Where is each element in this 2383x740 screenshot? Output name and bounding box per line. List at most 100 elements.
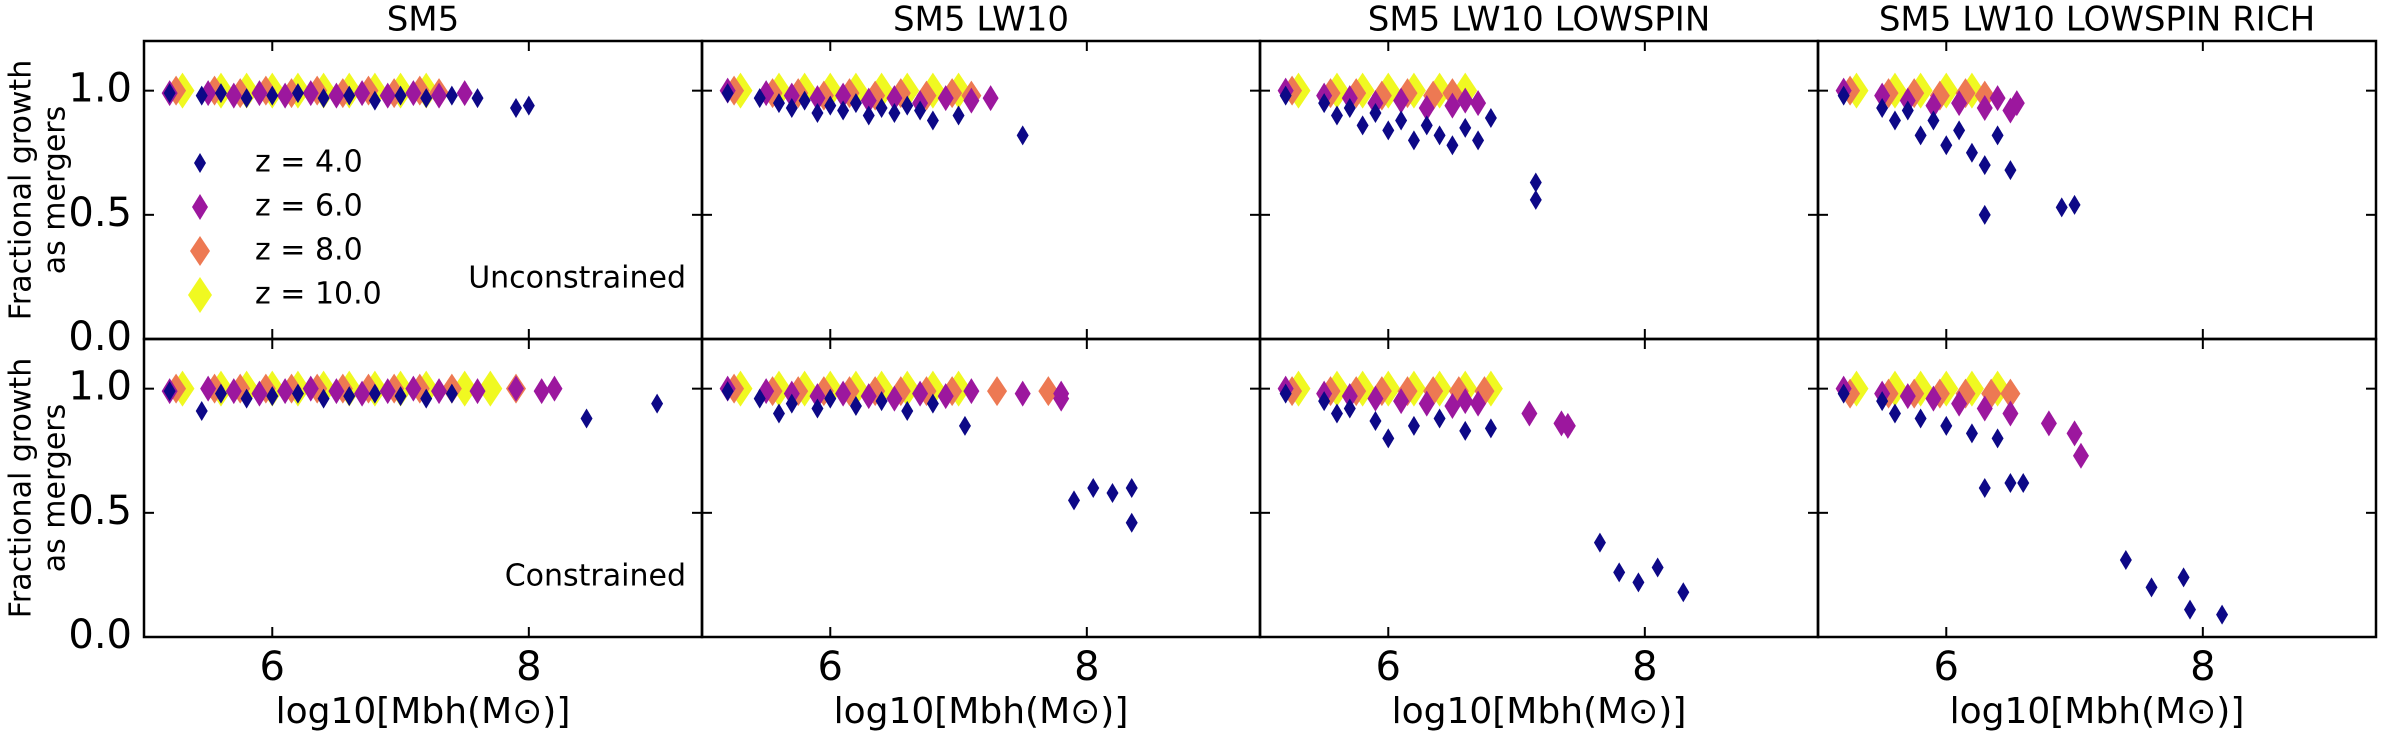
scatter-point <box>783 82 800 109</box>
scatter-point <box>379 82 396 109</box>
scatter-point <box>1484 107 1497 128</box>
scatter-point <box>266 85 279 106</box>
scatter-point <box>1677 582 1690 603</box>
legend-label: z = 8.0 <box>255 233 363 268</box>
scatter-point <box>963 87 980 114</box>
scatter-point <box>824 388 837 409</box>
legend-marker <box>188 277 212 313</box>
y-tick-label: 0.0 <box>68 314 132 360</box>
scatter-point <box>1991 125 2004 146</box>
x-tick-label: 6 <box>1934 644 1959 690</box>
scatter-point <box>901 95 914 116</box>
scatter-point <box>420 88 433 109</box>
scatter-point <box>1343 98 1356 119</box>
panel-frame <box>1816 337 2378 639</box>
scatter-point <box>195 85 208 106</box>
scatter-point <box>937 85 954 112</box>
scatter-point <box>302 80 319 107</box>
scatter-point <box>546 375 563 402</box>
scatter-point <box>405 80 422 107</box>
scatter-point <box>1837 85 1850 106</box>
scatter-point <box>2040 410 2057 437</box>
scatter-point <box>1418 95 1435 122</box>
scatter-point <box>420 388 433 409</box>
scatter-point <box>1876 391 1889 412</box>
scatter-point <box>302 375 319 402</box>
scatter-point <box>1087 478 1100 498</box>
scatter-point <box>963 378 980 405</box>
scatter-point <box>1978 204 1991 225</box>
y-axis-label: Fractional growth <box>4 358 39 618</box>
scatter-point <box>875 391 888 412</box>
scatter-point <box>1330 105 1343 126</box>
scatter-point <box>452 370 477 407</box>
scatter-point <box>1651 557 1664 578</box>
scatter-point <box>510 98 522 119</box>
scatter-point <box>1529 189 1542 210</box>
scatter-point <box>379 378 396 405</box>
scatter-point <box>1976 95 1993 122</box>
scatter-point <box>824 95 837 116</box>
scatter-point <box>1951 90 1968 117</box>
scatter-point <box>721 381 734 402</box>
y-tick-label: 0.5 <box>68 488 132 534</box>
scatter-point <box>912 380 929 407</box>
scatter-point <box>958 415 971 436</box>
scatter-point <box>225 82 242 109</box>
scatter-point <box>875 98 888 119</box>
y-axis-label: Fractional growth <box>4 60 39 320</box>
scatter-point <box>405 375 422 402</box>
scatter-point <box>214 83 227 104</box>
scatter-point <box>1016 125 1029 146</box>
scatter-point <box>926 110 939 131</box>
x-tick-label: 8 <box>1074 644 1099 690</box>
scatter-point <box>1965 142 1978 163</box>
scatter-point <box>1279 85 1292 106</box>
scatter-point <box>240 388 253 409</box>
scatter-point <box>195 401 208 422</box>
scatter-point <box>1279 383 1292 404</box>
scatter-point <box>291 383 304 404</box>
legend-marker <box>192 194 208 220</box>
y-axis-label: as mergers <box>38 106 73 275</box>
scatter-point <box>354 80 371 107</box>
scatter-point <box>1457 87 1474 114</box>
scatter-point <box>368 383 381 404</box>
annotation: Unconstrained <box>468 261 686 296</box>
scatter-point <box>431 378 448 405</box>
scatter-point <box>2072 442 2089 469</box>
y-tick-label: 0.0 <box>68 612 132 658</box>
scatter-point <box>266 386 279 407</box>
x-axis-label: log10[Mbh(M⊙)] <box>1950 691 2245 732</box>
scatter-point <box>1901 100 1914 121</box>
scatter-point <box>214 383 227 404</box>
scatter-point <box>1367 385 1384 412</box>
scatter-point <box>2004 473 2017 494</box>
scatter-point <box>1927 110 1940 131</box>
x-axis-label: log10[Mbh(M⊙)] <box>1392 691 1687 732</box>
y-tick-label: 1.0 <box>68 66 132 112</box>
legend-label: z = 10.0 <box>255 277 382 312</box>
scatter-point <box>952 105 965 126</box>
scatter-point <box>2216 604 2229 625</box>
scatter-point <box>469 378 486 405</box>
scatter-point <box>2066 420 2083 447</box>
scatter-point <box>456 80 473 107</box>
scatter-point <box>2055 197 2068 218</box>
scatter-point <box>886 85 903 112</box>
scatter-point <box>1470 390 1487 417</box>
scatter-point <box>1330 403 1343 424</box>
scatter-point <box>1459 420 1472 441</box>
scatter-point <box>1393 87 1410 114</box>
scatter-point <box>1382 120 1395 141</box>
scatter-point <box>328 82 345 109</box>
scatter-point <box>2068 194 2081 215</box>
scatter-point <box>1953 120 1966 141</box>
scatter-point <box>2008 90 2025 117</box>
scatter-point <box>785 393 798 414</box>
y-tick-label: 0.5 <box>68 190 132 236</box>
scatter-point <box>1914 125 1927 146</box>
scatter-point <box>291 83 304 104</box>
scatter-point <box>163 381 176 402</box>
scatter-point <box>1457 388 1474 415</box>
